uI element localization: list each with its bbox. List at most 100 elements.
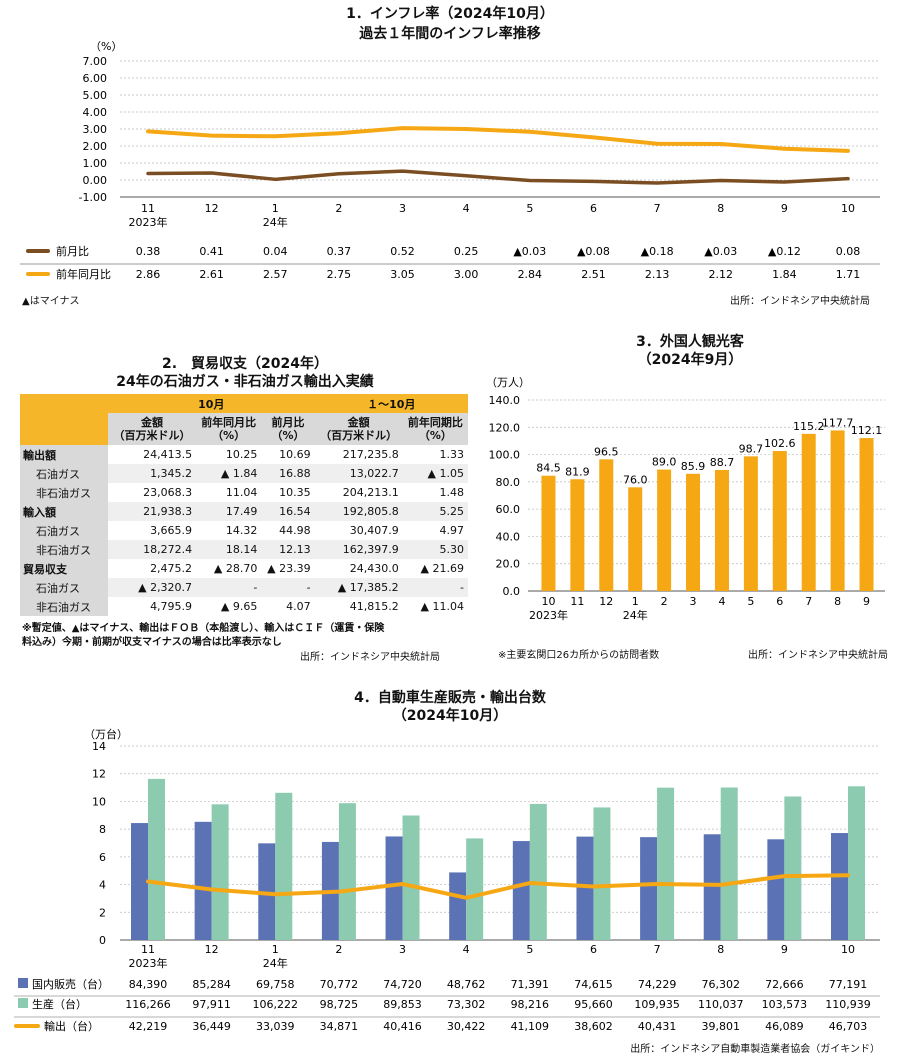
table-value: 106,222 [253,998,299,1011]
x-tick-label: 2 [335,202,342,215]
x-tick-sublabel: 24年 [263,956,288,970]
y-tick-label: 0.0 [503,585,521,598]
table-value: 74,229 [638,978,677,991]
y-tick-label: 40.0 [496,530,521,543]
table-value: 74,615 [574,978,613,991]
bar-domestic [385,836,403,940]
table-value: 0.41 [199,245,224,258]
x-tick-label: 1 [272,202,279,215]
bar [830,430,845,591]
table-value: 98,725 [320,998,359,1011]
trade-cell: 5.30 [402,540,468,559]
data-label: 112.1 [851,424,883,437]
bar-production [338,803,356,940]
trade-note-2: 料込み）今期・前期が収支マイナスの場合は比率表示なし [22,637,282,648]
bar-domestic [576,836,594,940]
table-value: 46,703 [829,1020,868,1033]
bar-domestic [831,833,848,940]
trade-row-label: 非石油ガス [20,597,108,616]
x-tick-sublabel: 24年 [263,215,288,229]
tourists-chart: （万人） 140.0120.0100.080.060.040.020.00.0 … [486,376,885,622]
legend-swatch [18,978,28,988]
trade-cell: 12.13 [261,540,315,559]
trade-cell: 2,475.2 [150,562,193,575]
y-tick-label: 0.00 [83,174,108,187]
trade-header-line: （百万米ドル） [113,429,191,442]
trade-title: 2. 貿易収支（2024年） [161,356,329,372]
bar-domestic [194,821,212,940]
y-tick-label: 6.00 [83,72,108,85]
trade-header-line: 前年同期比 [407,416,463,429]
x-tick-label: 7 [654,202,661,215]
y-tick-label: 4.00 [83,106,108,119]
trade-row-label: 輸入額 [20,502,108,521]
x-tick-label: 6 [590,202,597,215]
y-tick-label: 20.0 [496,558,521,571]
x-tick-label: 8 [717,202,724,215]
table-value: 69,758 [256,978,295,991]
legend-label: 輸出（台） [44,1019,99,1033]
table-value: 0.08 [836,245,861,258]
trade-cell: 162,397.9 [314,540,403,559]
bar-domestic [449,872,467,940]
inflation-unit: （%） [90,40,122,53]
bar-production [275,792,293,940]
trade-cell: 18.14 [196,540,262,559]
x-tick-label: 7 [654,943,661,956]
x-tick-label: 1 [632,595,639,608]
table-value: 2.57 [263,268,288,281]
tourists-unit: （万人） [486,376,530,389]
bar-domestic [131,823,148,940]
bar [628,487,643,591]
trade-cell: 24,430.0 [349,562,399,575]
trade-cell: - [261,578,315,597]
x-tick-label: 6 [776,595,783,608]
tourists-title: 3．外国人観光客 [636,334,744,350]
y-tick-label: 5.00 [83,89,108,102]
trade-header-yoy: 前年同月比 （%） [196,413,262,445]
table-row: 非石油ガス 23,068.3 11.04 10.35 204,213.1 1.48 [20,483,468,502]
table-value: 77,191 [829,978,868,991]
trade-cell: ▲ 11.04 [420,600,464,613]
trade-table: 10月 １～10月 金額 （百万米ドル） 前年同月比 （%） 前月比 （%） 金額 （百… [20,394,468,616]
trade-cell: - [402,578,468,597]
bar-production [784,796,802,940]
tourists-y-ticks: 140.0 120.0 100.0 80.0 60.0 40.0 20.0 0.0 [489,394,521,598]
trade-cell: 4.07 [286,600,311,613]
table-value: 3.00 [454,268,479,281]
y-tick-label: 2.00 [83,140,108,153]
y-tick-label: 4 [99,879,106,892]
table-value: 2.51 [581,268,606,281]
table-row: 非石油ガス 18,272.4 18.14 12.13 162,397.9 5.30 [20,540,468,559]
table-value: 71,391 [511,978,550,991]
auto-unit: （万台） [84,727,128,741]
table-value: 2.86 [136,268,161,281]
bar [657,469,672,591]
trade-cell: 13,022.7 [314,464,403,483]
y-tick-label: 6 [99,851,106,864]
y-tick-label: 14 [92,740,106,753]
trade-cell: ▲ 23.39 [267,562,311,575]
y-tick-label: 80.0 [496,476,521,489]
trade-row-label: 貿易収支 [20,559,108,578]
tourists-bars: 84.5 81.9 96.5 76.0 89.0 85.9 88.7 98.7 102.6 115… [536,416,882,591]
table-value: 109,935 [634,998,680,1011]
table-value: 1.71 [836,268,861,281]
trade-note-1: ※暫定値、▲はマイナス、輸出はＦＯＢ（本船渡し）、輸入はＣＩＦ（運賃・保険 [22,623,385,634]
x-tick-label: 8 [717,943,724,956]
trade-source: 出所：インドネシア中央統計局 [300,652,440,663]
table-value: 89,853 [383,998,422,1011]
trade-cell: 14.32 [225,524,258,537]
table-value: 2.75 [327,268,352,281]
table-value: ▲0.03 [704,245,737,258]
trade-subtitle: 24年の石油ガス・非石油ガス輸出入実績 [116,374,374,390]
auto-source: 出所：インドネシア自動車製造業者協会（ガイキンド） [630,1044,880,1055]
x-tick-label: 10 [841,202,855,215]
bar-domestic [767,839,785,940]
x-tick-sublabel: 2023年 [129,215,168,229]
trade-cell: 3,665.9 [150,524,193,537]
bar-domestic [512,841,530,940]
x-tick-label: 5 [526,202,533,215]
x-tick-label: 5 [526,943,533,956]
